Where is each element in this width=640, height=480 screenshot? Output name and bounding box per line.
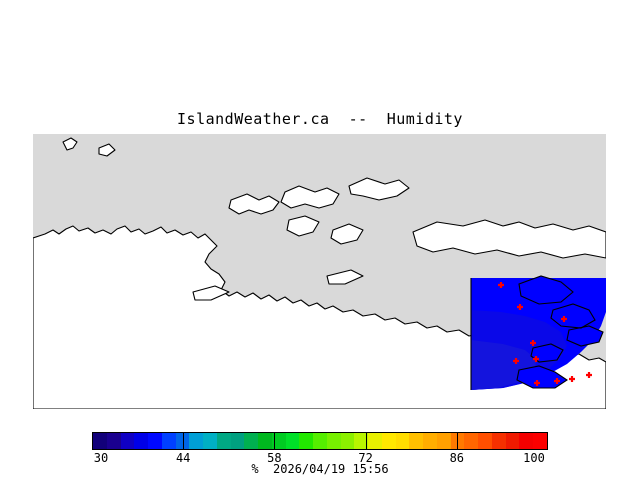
north-island-2 <box>98 143 116 157</box>
coastline-overlay <box>470 275 604 390</box>
station-marker[interactable] <box>533 356 539 362</box>
colorbar-segment-7 <box>189 433 203 449</box>
colorbar-segment-32 <box>533 433 547 449</box>
station-marker[interactable] <box>517 304 523 310</box>
humidity-data-overlay <box>471 276 606 390</box>
colorbar-segment-19 <box>354 433 368 449</box>
mainland-wedge <box>412 219 606 259</box>
colorbar-segment-2 <box>120 433 135 449</box>
channel-sliver-a <box>326 269 364 285</box>
colorbar-tick-44 <box>183 432 185 450</box>
inlet-land-b <box>280 185 340 209</box>
colorbar-segment-8 <box>203 433 217 449</box>
colorbar-label-72: 72 <box>358 451 373 465</box>
colorbar-segment-0 <box>93 433 107 449</box>
page-title: IslandWeather.ca -- Humidity <box>177 110 463 128</box>
colorbar-label-58: 58 <box>267 451 282 465</box>
colorbar-label-44: 44 <box>175 451 191 465</box>
colorbar-segment-15 <box>299 433 313 449</box>
map-canvas[interactable] <box>33 134 606 409</box>
colorbar-segment-27 <box>464 433 478 449</box>
station-marker[interactable] <box>586 372 592 378</box>
colorbar-segment-25 <box>436 433 451 449</box>
colorbar-segment-1 <box>106 433 121 449</box>
colorbar-segment-6 <box>175 433 190 449</box>
colorbar-segment-16 <box>313 433 327 449</box>
colorbar-segment-22 <box>395 433 410 449</box>
colorbar-segment-30 <box>505 433 520 449</box>
colorbar-segment-5 <box>161 433 176 449</box>
colorbar-segment-20 <box>368 433 382 449</box>
colorbar-tick-86 <box>456 432 458 450</box>
colorbar[interactable]: 30 44 58 72 86 100 <box>92 432 548 465</box>
north-island-1 <box>62 137 78 151</box>
colorbar-caption: % 2026/04/19 15:56 <box>251 462 389 476</box>
colorbar-segment-21 <box>381 433 396 449</box>
station-marker[interactable] <box>530 340 536 346</box>
humidity-patch-e2 <box>567 326 603 346</box>
colorbar-segment-31 <box>519 433 533 449</box>
station-marker-group[interactable] <box>498 282 592 386</box>
strait-island-a <box>348 177 410 201</box>
colorbar-segment-11 <box>244 433 258 449</box>
colorbar-tick-72 <box>365 432 367 450</box>
colorbar-gradient[interactable] <box>92 432 548 450</box>
colorbar-ticks <box>92 432 548 450</box>
colorbar-segment-24 <box>423 433 437 449</box>
colorbar-segment-9 <box>216 433 231 449</box>
colorbar-segment-17 <box>326 433 341 449</box>
colorbar-segment-18 <box>340 433 355 449</box>
colorbar-segment-28 <box>478 433 492 449</box>
station-marker[interactable] <box>561 316 567 322</box>
station-marker[interactable] <box>554 378 560 384</box>
channel-sliver-b <box>192 285 230 301</box>
colorbar-segment-23 <box>409 433 423 449</box>
humidity-patch-s1 <box>531 344 563 362</box>
map-panel[interactable] <box>33 134 606 409</box>
colorbar-segment-3 <box>134 433 148 449</box>
station-marker[interactable] <box>534 380 540 386</box>
station-marker[interactable] <box>569 376 575 382</box>
colorbar-segment-10 <box>230 433 245 449</box>
colorbar-segment-29 <box>491 433 506 449</box>
colorbar-segment-12 <box>258 433 272 449</box>
colorbar-label-100: 100 <box>523 451 545 465</box>
humidity-patch-s2 <box>517 366 567 388</box>
station-marker[interactable] <box>498 282 504 288</box>
station-marker[interactable] <box>513 358 519 364</box>
colorbar-label-86: 86 <box>449 451 465 465</box>
strait-island-b <box>330 223 364 245</box>
humidity-patch-e1 <box>551 304 595 328</box>
humidity-patch-ne <box>519 276 573 304</box>
inlet-land-c <box>286 215 320 237</box>
colorbar-label-30: 30 <box>93 451 109 465</box>
colorbar-segment-14 <box>285 433 300 449</box>
colorbar-tick-labels: 30 44 58 72 86 100 <box>92 451 548 467</box>
inlet-land-a <box>228 193 280 215</box>
colorbar-tick-58 <box>274 432 276 450</box>
colorbar-segment-4 <box>148 433 162 449</box>
